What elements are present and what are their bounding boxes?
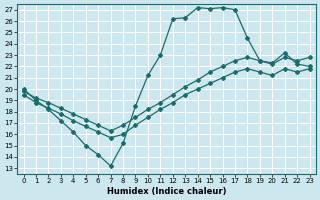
X-axis label: Humidex (Indice chaleur): Humidex (Indice chaleur) xyxy=(107,187,226,196)
